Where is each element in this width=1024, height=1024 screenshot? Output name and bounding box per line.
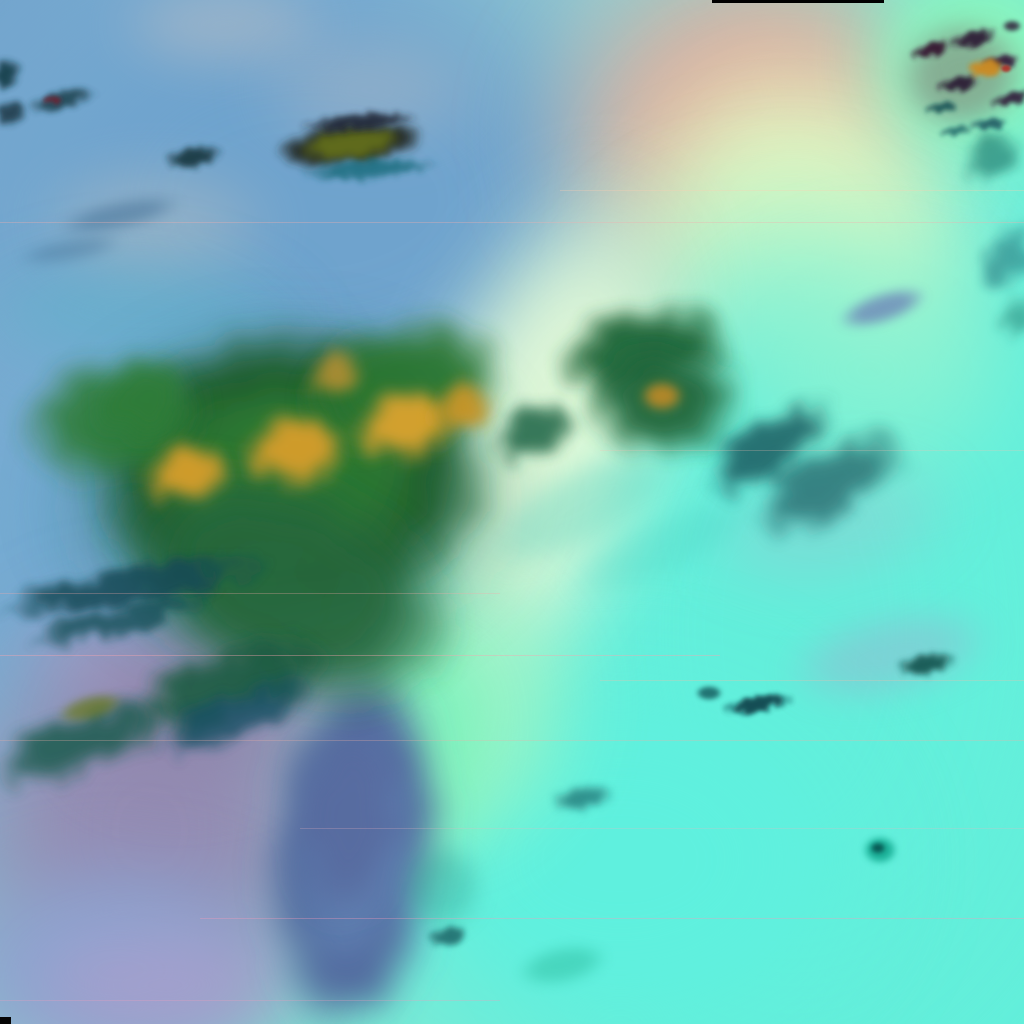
scan-line-artifact-8	[300, 828, 1024, 829]
maroon-fleck-f	[1002, 20, 1022, 32]
scan-line-artifact-6	[600, 680, 1024, 681]
data-gap-notch-corner	[0, 1017, 11, 1024]
scan-line-artifact-3	[600, 450, 1024, 451]
scan-line-artifact-7	[0, 740, 1024, 741]
pale-cloud-patch-a	[110, 0, 340, 70]
red-fleck-corner	[1000, 64, 1012, 73]
scan-line-artifact-5	[0, 655, 720, 656]
pale-cloud-patch-b	[30, 165, 280, 285]
overshoot-orange-west	[140, 445, 235, 503]
storm-cloud-northwest	[95, 360, 195, 440]
scan-line-artifact-2	[0, 222, 1024, 223]
speckle-right-edge-c	[995, 295, 1024, 340]
overshoot-orange-2	[240, 415, 355, 485]
convective-orange-dot	[640, 380, 684, 412]
maroon-speck-upper-left	[44, 96, 60, 105]
scan-line-artifact-4	[0, 593, 500, 594]
scan-line-artifact-1	[560, 190, 1024, 191]
pink-tint-bottom-left	[10, 920, 320, 1024]
scan-line-artifact-10	[0, 1000, 500, 1001]
scan-line-artifact-9	[200, 918, 1024, 919]
data-gap-bar-top	[712, 0, 884, 3]
teal-dot-core	[870, 842, 886, 854]
teal-dot-center-right	[695, 685, 723, 701]
